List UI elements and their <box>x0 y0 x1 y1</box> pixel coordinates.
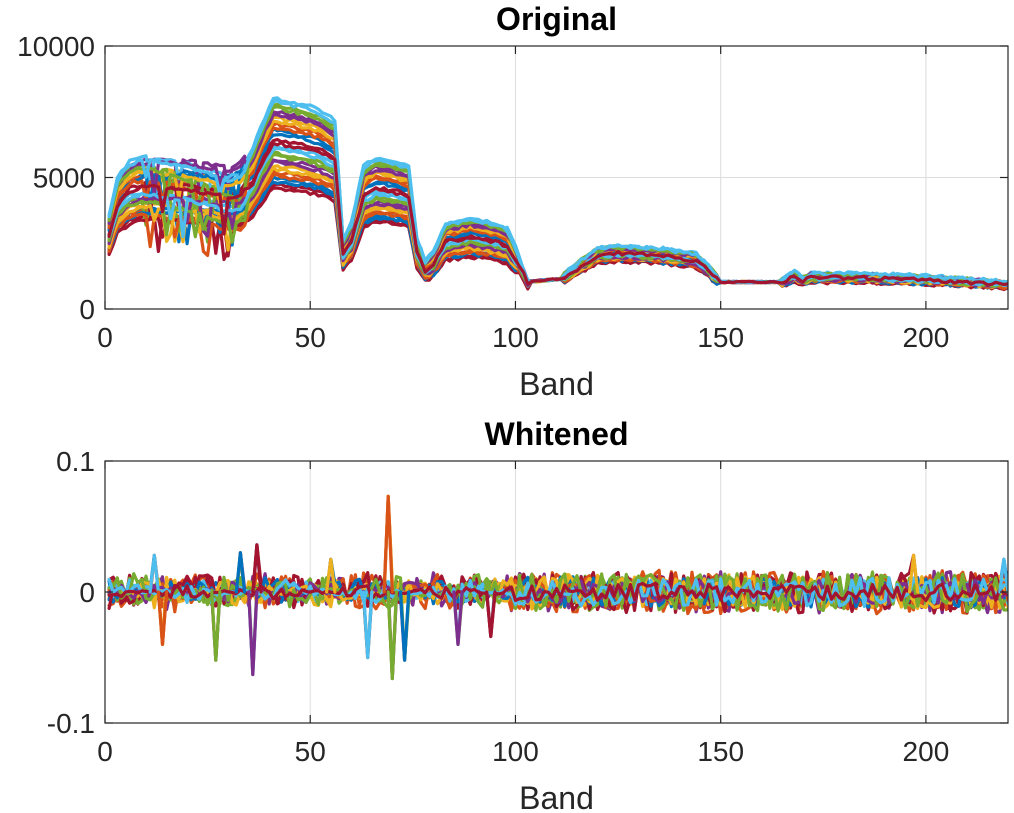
whitened-xtick-label: 100 <box>492 736 539 767</box>
original-series-group <box>107 96 1008 292</box>
whitened-spike-line <box>325 557 337 594</box>
whitened-axes: 0 50 100 150 200-0.100.1 Whitened Band <box>47 416 1009 813</box>
whitened-spike-line <box>386 590 398 681</box>
whitened-xtick-label: 50 <box>295 736 326 767</box>
whitened-ytick-label: -0.1 <box>47 708 95 739</box>
whitened-spike-line <box>998 557 1008 594</box>
whitened-spike-line <box>156 590 169 646</box>
whitened-spike-line <box>452 590 464 646</box>
whitened-spike-line <box>485 590 497 639</box>
original-xtick-label: 150 <box>697 322 744 353</box>
whitened-ticks: 0 50 100 150 200-0.100.1 <box>47 446 1008 767</box>
whitened-spike-line <box>251 543 263 594</box>
original-ytick-label: 10000 <box>17 31 95 62</box>
original-series-line <box>107 140 1008 287</box>
whitened-spike-line <box>362 590 374 660</box>
whitened-xtick-label: 150 <box>697 736 744 767</box>
original-title: Original <box>496 1 617 37</box>
whitened-spike-line <box>210 590 222 662</box>
whitened-spike-line <box>148 553 160 594</box>
whitened-xlabel: Band <box>519 780 594 813</box>
whitened-title: Whitened <box>485 416 629 452</box>
whitened-xtick-label: 0 <box>97 736 113 767</box>
whitened-xtick-label: 200 <box>903 736 950 767</box>
original-xtick-label: 0 <box>97 322 113 353</box>
whitened-series-group <box>107 494 1008 681</box>
original-ytick-label: 0 <box>79 294 95 325</box>
original-xtick-label: 200 <box>903 322 950 353</box>
original-xtick-label: 50 <box>295 322 326 353</box>
whitened-spike-line <box>234 551 247 594</box>
original-xlabel: Band <box>519 366 594 402</box>
whitened-spike-line <box>382 494 394 594</box>
original-axes: 0 50 100 150 200 0 5000 10000 Original Band <box>17 1 1009 402</box>
whitened-ytick-label: 0 <box>79 577 95 608</box>
whitened-spike-line <box>247 590 259 677</box>
whitened-ytick-label: 0.1 <box>56 446 95 477</box>
whitened-series-line <box>107 581 1008 639</box>
original-xtick-label: 100 <box>492 322 539 353</box>
whitened-spike-line <box>398 590 411 662</box>
original-ytick-label: 5000 <box>33 163 95 194</box>
original-ticks: 0 50 100 150 200 0 5000 10000 <box>17 31 1008 353</box>
whitened-spike-line <box>907 553 920 594</box>
